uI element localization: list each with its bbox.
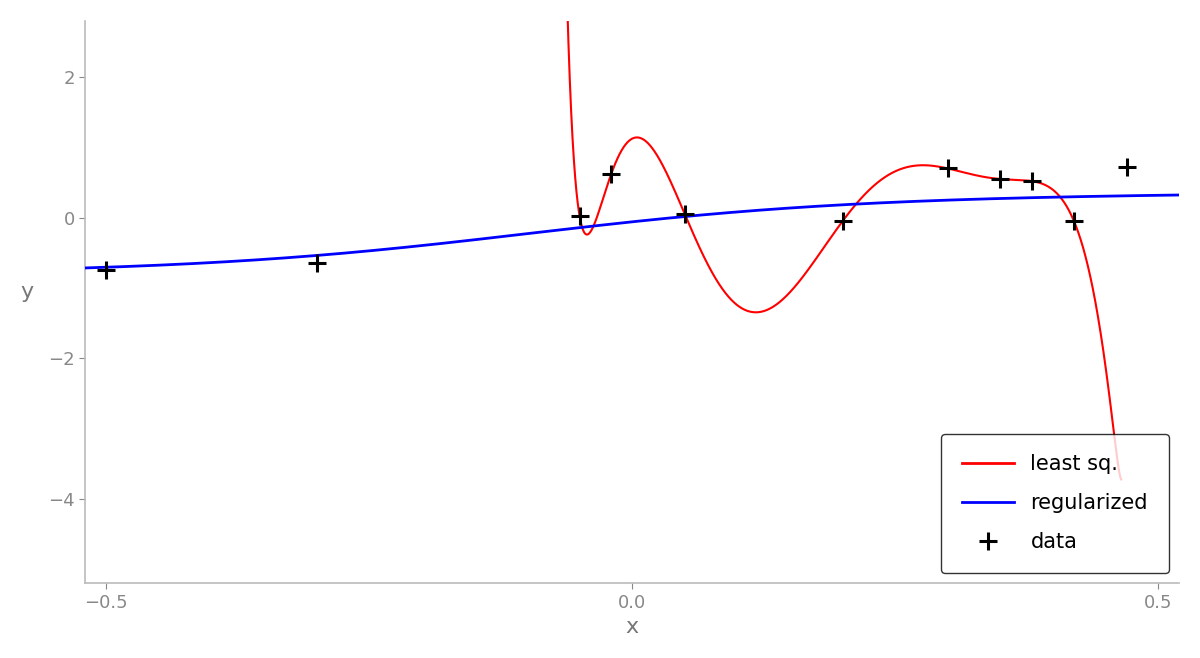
Y-axis label: y: y — [20, 282, 34, 302]
Legend: least sq., regularized, data: least sq., regularized, data — [941, 434, 1169, 572]
X-axis label: x: x — [625, 617, 638, 637]
